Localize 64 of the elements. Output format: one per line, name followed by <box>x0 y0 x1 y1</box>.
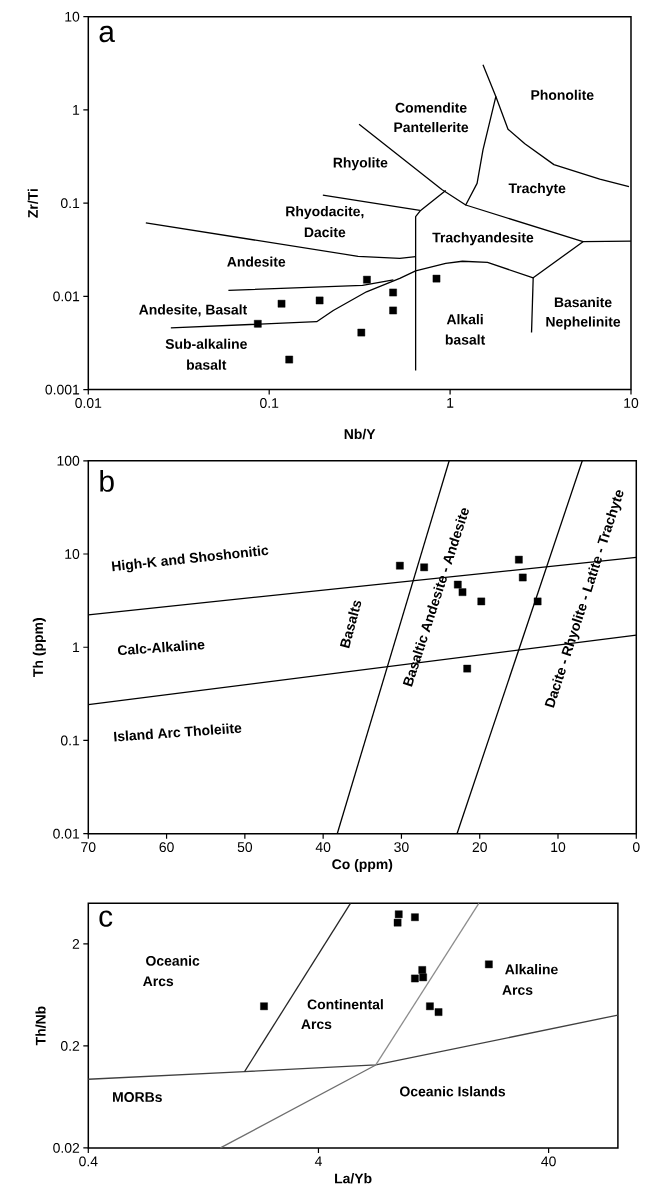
x-tick-label: 10 <box>624 398 639 408</box>
annotation: Comendite <box>395 102 467 113</box>
y-tick-label: 10 <box>65 549 80 559</box>
y-tick-label: 0.001 <box>45 384 80 395</box>
x-tick-label: 4 <box>314 1156 322 1167</box>
y-axis-title: Th/Nb <box>35 1006 46 1046</box>
annotation: MORBs <box>113 1092 162 1102</box>
annotation: Basalts <box>339 600 362 649</box>
y-axis-title: Th (ppm) <box>32 618 46 677</box>
annotation: Alkali <box>446 314 483 325</box>
annotation: Arcs <box>502 985 533 995</box>
x-tick-label: 0.1 <box>260 398 279 408</box>
annotation: Calc-Alkaline <box>117 640 205 656</box>
annotation: basalt <box>187 359 227 370</box>
annotation: Arcs <box>143 976 174 987</box>
x-axis-title: La/Yb <box>335 1173 372 1184</box>
x-tick-label: 0 <box>632 842 640 853</box>
x-tick-label: 20 <box>472 842 487 853</box>
chart-title: b <box>100 469 114 492</box>
annotation: Andesite, Basalt <box>139 304 248 317</box>
x-tick-label: 70 <box>81 842 96 853</box>
chart-title: c <box>99 910 113 927</box>
y-tick-label: 0.1 <box>60 735 80 746</box>
annotation: Nephelinite <box>546 316 621 330</box>
x-tick-label: 60 <box>159 842 174 853</box>
x-tick-label: 50 <box>237 842 253 853</box>
annotation: Trachyandesite <box>432 232 534 246</box>
annotation: Arcs <box>301 1019 332 1030</box>
x-tick-label: 10 <box>551 842 566 853</box>
y-tick-label: 1 <box>73 105 80 115</box>
y-tick-label: 0.01 <box>53 828 80 839</box>
x-tick-label: 40 <box>315 842 331 853</box>
annotation: Island Arc Tholeiite <box>113 723 242 742</box>
y-tick-label: 2 <box>72 939 80 949</box>
annotation: Dacite <box>304 226 346 238</box>
x-tick-label: 1 <box>447 398 454 408</box>
annotation: Oceanic Islands <box>400 1086 506 1097</box>
x-tick-label: 40 <box>541 1156 556 1167</box>
annotation: Rhyodacite, <box>286 206 364 220</box>
chart-title: a <box>99 25 115 43</box>
annotation: Oceanic <box>146 955 200 966</box>
x-axis-title: Co (ppm) <box>332 858 393 872</box>
x-axis-title: Nb/Y <box>344 428 376 440</box>
y-tick-label: 100 <box>57 455 80 466</box>
y-tick-label: 0.1 <box>60 198 80 209</box>
y-tick-label: 0.2 <box>60 1040 80 1051</box>
y-tick-label: 0.01 <box>53 291 80 302</box>
annotation: basalt <box>445 334 486 345</box>
annotation: Andesite <box>227 256 286 267</box>
x-tick-label: 0.4 <box>79 1156 98 1167</box>
y-tick-label: 10 <box>65 11 80 22</box>
y-tick-label: 0.02 <box>53 1142 80 1153</box>
annotation: High-K and Shoshonitic <box>111 545 269 573</box>
annotation: Alkaline <box>505 964 558 975</box>
annotation: Basanite <box>554 296 612 308</box>
annotation: Pantellerite <box>394 121 469 133</box>
x-tick-label: 30 <box>394 842 409 853</box>
annotation: Phonolite <box>531 89 594 100</box>
y-tick-label: 1 <box>73 642 80 653</box>
annotation: Rhyolite <box>333 157 388 171</box>
annotation: Continental <box>307 999 383 1010</box>
annotation: Trachyte <box>508 183 566 197</box>
annotation: Sub-alkaline <box>165 338 247 349</box>
y-axis-title: Zr/Ti <box>27 189 39 218</box>
